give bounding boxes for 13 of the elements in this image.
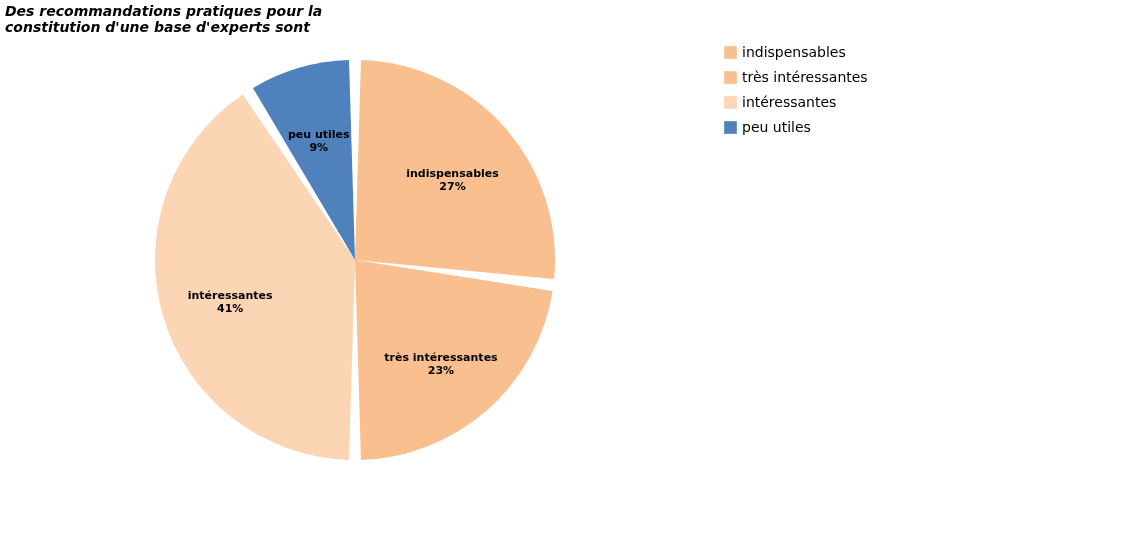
data-label: 9% xyxy=(309,141,329,155)
slice-label: peu utiles xyxy=(287,128,350,142)
legend-label: indispensables xyxy=(742,43,846,60)
slice-label: très intéressantes xyxy=(384,350,499,364)
data-label: 41% xyxy=(216,302,244,316)
legend-label: très intéressantes xyxy=(742,68,868,85)
legend-label: peu utiles xyxy=(742,118,811,135)
slice-label: indispensables xyxy=(406,167,500,181)
legend-label: intéressantes xyxy=(742,93,837,110)
chart-title: Des recommandations pratiques pour la constitution d'une base d'experts sont xyxy=(5,3,323,35)
data-label: 27% xyxy=(439,180,466,194)
data-label: 23% xyxy=(427,363,455,377)
slice-label: intéressantes xyxy=(187,289,274,303)
